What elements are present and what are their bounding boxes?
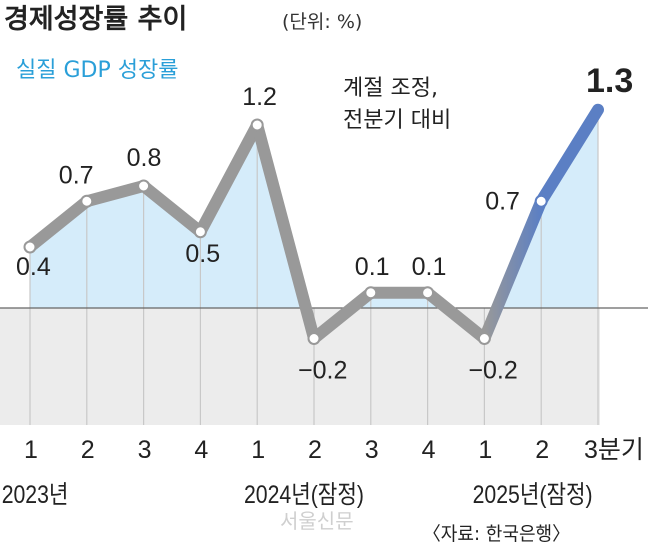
year-label-2025: 2025년(잠정): [473, 480, 593, 508]
data-point: [193, 225, 207, 239]
line-segment: [535, 103, 604, 208]
watermark: 서울신문: [280, 509, 354, 533]
data-point: [307, 332, 321, 345]
value-label: 0.7: [485, 187, 520, 215]
data-point: [80, 194, 94, 208]
annotation-line2: 전분기 대비: [343, 108, 451, 133]
chart-unit: (단위: %): [282, 11, 362, 33]
line-segment: [421, 286, 491, 345]
line-segment: [308, 286, 377, 345]
negative-background: [0, 308, 600, 425]
line-segment: [80, 180, 150, 208]
value-label: 1.3: [586, 62, 633, 100]
line-segment: [137, 180, 207, 238]
x-tick-label: 2: [81, 436, 95, 464]
source-label: 〈자료: 한국은행〉: [423, 524, 570, 546]
x-tick-label: 3분기: [584, 436, 644, 464]
value-label: 0.1: [355, 253, 390, 281]
line-segment: [478, 195, 548, 345]
annotation-line1: 계절 조정,: [343, 76, 438, 101]
value-label: 0.5: [185, 240, 220, 268]
line-segment: [24, 195, 93, 253]
legend-series: 실질 GDP 성장률: [16, 58, 178, 83]
x-tick-label: 4: [422, 436, 436, 464]
data-point: [364, 286, 378, 300]
x-tick-label: 4: [194, 436, 208, 464]
line-segment: [194, 119, 264, 238]
data-point: [23, 240, 37, 254]
value-label: 0.7: [59, 161, 94, 189]
data-point: [250, 118, 264, 132]
x-tick-label: 1: [478, 436, 492, 464]
year-label-2024: 2024년(잠정): [244, 480, 364, 508]
x-tick-label: 2: [535, 436, 549, 464]
year-label-2023: 2023년: [2, 480, 69, 508]
x-tick-label: 1: [24, 436, 38, 464]
data-point: [534, 194, 548, 208]
x-tick-label: 3: [365, 436, 379, 464]
data-point: [477, 332, 491, 345]
value-label: 0.1: [412, 253, 447, 281]
line-segment: [251, 119, 320, 345]
data-point: [137, 179, 151, 193]
positive-area-fill: [30, 109, 598, 308]
value-label: 0.4: [16, 253, 51, 281]
value-label: −0.2: [468, 357, 517, 385]
value-label: 1.2: [242, 83, 277, 111]
chart-title: 경제성장률 추이: [4, 4, 187, 35]
x-tick-label: 3: [138, 436, 152, 464]
x-tick-label: 2: [308, 436, 322, 464]
value-label: −0.2: [298, 357, 347, 385]
data-point: [421, 286, 435, 300]
x-tick-label: 1: [251, 436, 265, 464]
value-label: 0.8: [127, 144, 162, 172]
